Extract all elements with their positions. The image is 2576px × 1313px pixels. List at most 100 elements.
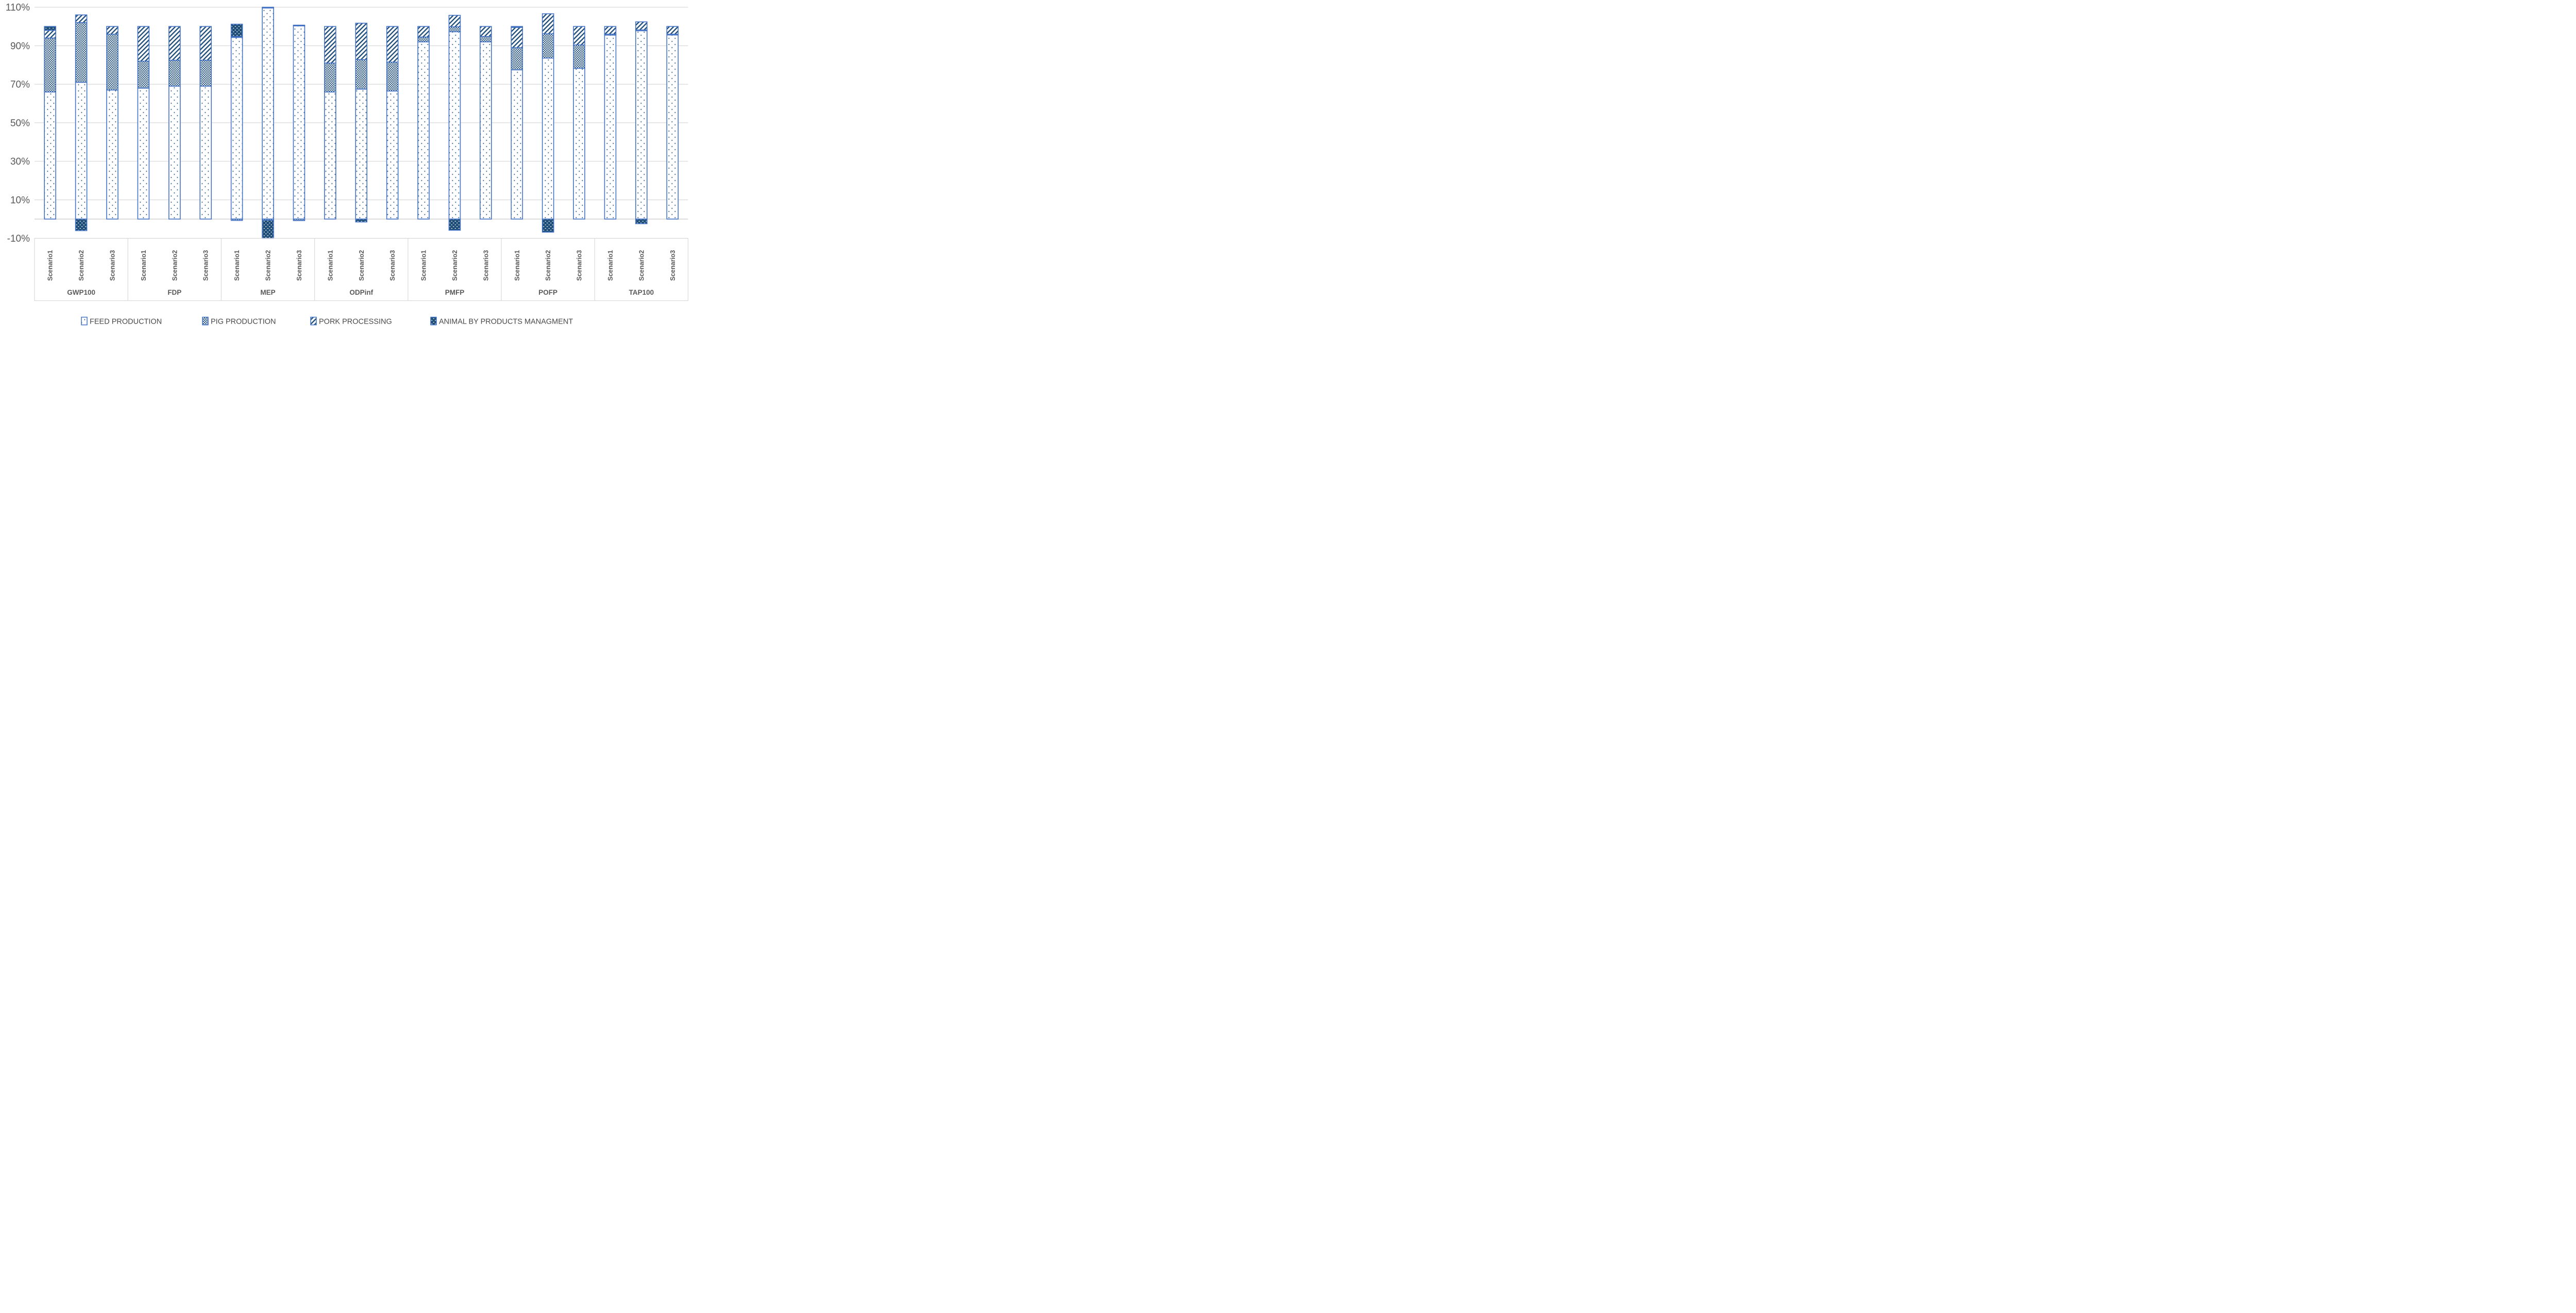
bar-segment [417,37,430,43]
group-label: POFP [538,289,557,296]
bar-segment [199,59,212,87]
bar-segment [448,14,461,27]
scenario-label: Scenario3 [296,250,303,281]
y-axis-label: 110% [6,3,30,13]
bar-segment [75,14,88,23]
scenario-label: Scenario3 [576,250,583,281]
bar-segment [448,31,461,220]
y-axis-label: -10% [7,233,30,244]
bar-segment [230,218,243,221]
scenario-label: Scenario1 [420,250,428,281]
bar-segment [230,24,243,37]
scenario-label: Scenario2 [171,250,178,281]
bar-segment [511,27,523,48]
bars [44,7,679,239]
y-axis-label: 70% [10,79,30,90]
bar-segment [293,24,306,27]
bar-segment [262,7,274,220]
bar-segment [511,69,523,220]
bar-segment [417,26,430,38]
scenario-label: Scenario1 [47,250,54,281]
bar-segment [573,26,585,46]
legend-label: FEED PRODUCTION [90,318,162,326]
bar-segment [293,218,306,221]
y-axis-label: 10% [10,195,30,206]
bar-segment [137,60,150,89]
bar-segment [106,33,118,91]
bar-segment [541,13,554,35]
bar-segment [106,89,118,220]
bar-segment [386,26,399,63]
bar-segment [417,41,430,220]
bar-segment [635,218,648,224]
bar-segment [293,25,306,220]
bar-segment [355,89,368,220]
bar-segment [541,33,554,59]
group-label: GWP100 [67,289,95,296]
legend-label: ANIMAL BY PRODUCTS MANAGMENT [439,318,573,326]
scenario-label: Scenario3 [202,250,210,281]
stacked-bar-chart: 110%90%70%50%30%10%-10%Scenario1 Scenario… [6,3,689,326]
scenario-label: Scenario3 [669,250,676,281]
bar-segment [386,90,399,220]
bar-segment [137,88,150,220]
group-label: PMFP [445,289,465,296]
bar-segment [199,26,212,61]
group-label: FDP [167,289,181,296]
bar-segment [137,26,150,62]
bar-segment [573,68,585,220]
bar-segment [480,36,492,43]
category-axis-box [34,238,689,301]
group-label: MEP [260,289,275,296]
bar-segment [106,26,118,35]
bar-segment [44,91,57,220]
legend-item: ANIMAL BY PRODUCTS MANAGMENT [430,316,573,326]
y-axis-label: 30% [10,157,30,167]
bar-segment [604,26,617,35]
bar-segment [666,35,679,220]
bar-segment [75,81,88,220]
scenario-label: Scenario3 [482,250,489,281]
y-axis-label: 90% [10,41,30,52]
bar-segment [324,62,336,93]
bar-segment [480,41,492,220]
bar-segment [44,26,57,31]
bar-segment [75,22,88,83]
category-axis: Scenario1 Scenario2 Scenario3 GWP100 Scenari… [34,238,689,301]
bar-segment [541,57,554,220]
legend-swatch-pig-checker [202,316,209,326]
legend-item: PIG PRODUCTION [202,316,276,326]
bar-segment [355,59,368,90]
scenario-label: Scenario2 [265,250,272,281]
bar-segment [199,86,212,220]
bar-segment [230,37,243,220]
bar-segment [480,26,492,37]
legend-swatch-animal-dark [430,316,437,326]
bar-segment [324,26,336,64]
bar-segment [44,38,57,93]
bar-segment [511,47,523,71]
bar-segment [666,26,679,35]
bar-segment [262,220,274,239]
scenario-label: Scenario1 [327,250,334,281]
bar-segment [604,35,617,220]
legend-label: PORK PROCESSING [319,318,392,326]
scenario-label: Scenario1 [233,250,241,281]
bar-segment [168,26,181,61]
bar-segment [168,59,181,87]
chart-page: 110% 90% 70% 50% 30% 10% -10% Scenario1 Scenario… [0,0,690,328]
bar-segment [355,23,368,60]
legend: FEED PRODUCTION PIG PRODUCTION PORK PROCES… [81,316,573,326]
bar-segment [355,218,368,223]
scenario-label: Scenario1 [607,250,614,281]
legend-swatch-pork-diagonal [310,316,317,326]
bar-segment [635,21,648,30]
bar-segment [511,26,523,28]
legend-item: FEED PRODUCTION [81,316,162,326]
bar-segment [448,26,461,32]
bar-segment [324,91,336,220]
bar-segment [75,218,88,231]
bar-segment [448,218,461,231]
scenario-label: Scenario2 [358,250,365,281]
legend-label: PIG PRODUCTION [211,318,276,326]
